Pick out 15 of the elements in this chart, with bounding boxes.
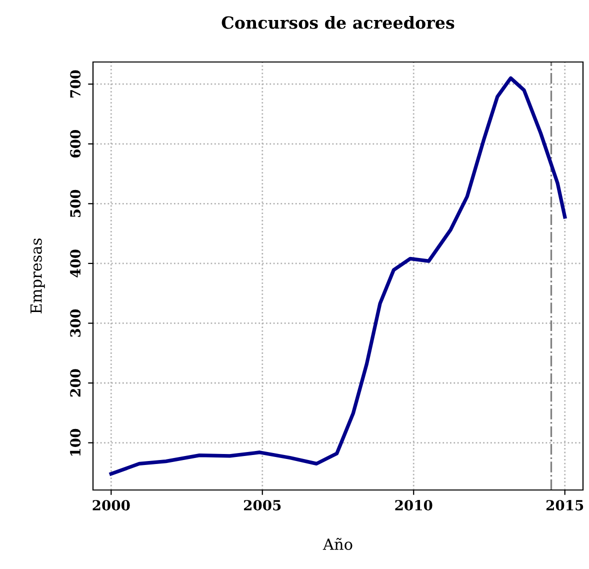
- x-tick-label: 2010: [395, 500, 432, 510]
- y-tick-label: 600: [70, 130, 81, 158]
- y-tick-label: 200: [70, 369, 81, 397]
- chart-title: Concursos de acreedores: [222, 16, 454, 29]
- y-tick-label: 400: [70, 250, 81, 278]
- y-tick-label: 700: [70, 70, 81, 98]
- y-tick-label: 500: [70, 190, 81, 218]
- y-tick-label: 100: [70, 428, 81, 456]
- x-tick-label: 2000: [92, 500, 130, 510]
- line-series: [109, 76, 567, 476]
- y-axis-title: Empresas: [30, 238, 45, 314]
- y-tick-label: 300: [70, 309, 81, 337]
- x-tick-label: 2005: [244, 500, 281, 510]
- x-tick-label: 2015: [546, 500, 584, 510]
- x-axis-title: Año: [322, 538, 352, 550]
